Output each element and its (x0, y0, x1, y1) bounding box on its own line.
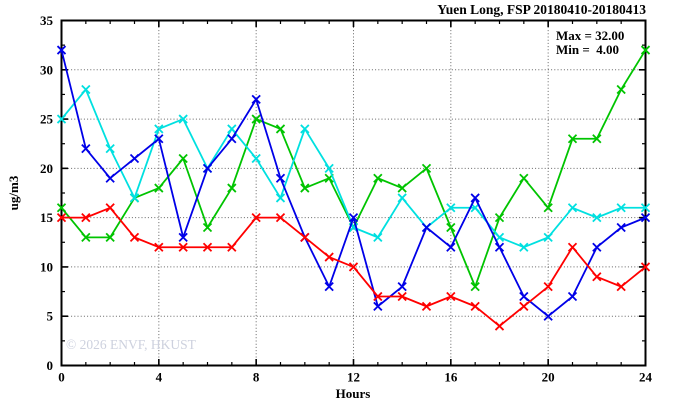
x-tick-label: 4 (156, 370, 163, 385)
x-tick-label: 0 (58, 370, 65, 385)
x-tick-label: 8 (253, 370, 260, 385)
series-red (56, 203, 651, 331)
watermark: © 2026 ENVF, HKUST (66, 337, 196, 352)
y-tick-labels: 0 5 10 15 20 25 30 35 (40, 13, 54, 373)
x-tick-label: 12 (347, 370, 360, 385)
y-tick-label: 5 (47, 309, 54, 324)
y-tick-label: 35 (40, 13, 54, 28)
series-green-markers (56, 45, 651, 292)
y-tick-label: 25 (40, 112, 54, 127)
y-tick-label: 30 (40, 62, 53, 77)
x-tick-label: 20 (542, 370, 555, 385)
y-tick-label: 10 (40, 259, 53, 274)
legend-max-label: Max = 32.00 (556, 28, 625, 43)
y-tick-label: 15 (40, 210, 54, 225)
x-tick-label: 16 (444, 370, 458, 385)
chart-title: Yuen Long, FSP 20180410-20180413 (437, 2, 646, 17)
series-blue-line (60, 49, 646, 318)
x-tick-label: 24 (639, 370, 653, 385)
x-axis-title: Hours (335, 386, 371, 401)
x-tick-labels: 0 4 8 12 16 20 24 (58, 370, 652, 385)
grid-lines (61, 20, 646, 366)
series-red-markers (56, 203, 651, 331)
series-blue (56, 45, 651, 321)
tick-marks (60, 19, 647, 367)
y-tick-label: 0 (47, 358, 54, 373)
y-axis-title: ug/m3 (6, 175, 21, 211)
y-tick-label: 20 (40, 161, 53, 176)
legend-min-label: Min = 4.00 (556, 42, 620, 57)
series-blue-markers (56, 45, 651, 321)
